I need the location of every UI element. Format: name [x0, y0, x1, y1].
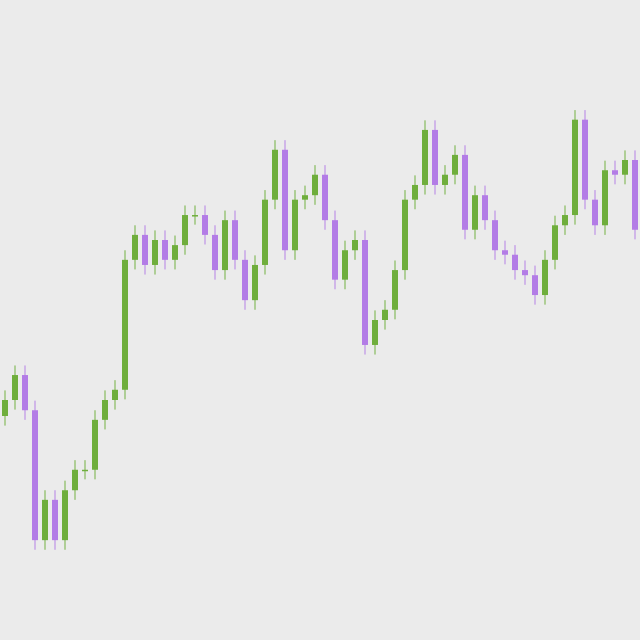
- candle-body: [532, 275, 538, 296]
- candle-body: [312, 174, 318, 196]
- candle-body: [502, 250, 508, 255]
- candle-body: [612, 170, 618, 175]
- candle-body: [632, 160, 638, 230]
- candle-body: [602, 170, 608, 226]
- candle-body: [352, 240, 358, 251]
- candle-body: [122, 259, 128, 390]
- candle-body: [32, 410, 38, 541]
- candle-body: [562, 215, 568, 226]
- candle-body: [422, 129, 428, 185]
- candle-body: [52, 499, 58, 541]
- candle-body: [262, 199, 268, 265]
- candle-body: [572, 119, 578, 216]
- candle-body: [452, 154, 458, 175]
- candle-body: [12, 375, 18, 400]
- candle-body: [212, 234, 218, 271]
- candle-body: [592, 199, 598, 226]
- candle-body: [512, 254, 518, 271]
- candle-body: [582, 119, 588, 200]
- candle-body: [142, 234, 148, 265]
- candle-body: [82, 469, 88, 472]
- candle-body: [362, 240, 368, 345]
- candle-body: [542, 259, 548, 296]
- candle-body: [112, 389, 118, 400]
- candle-body: [22, 375, 28, 411]
- candle-body: [482, 195, 488, 221]
- candle-body: [42, 499, 48, 541]
- candle-body: [252, 264, 258, 301]
- candle-body: [272, 149, 278, 200]
- candle-body: [382, 309, 388, 320]
- candle-body: [182, 215, 188, 246]
- candle-body: [472, 195, 478, 230]
- candle-body: [302, 195, 308, 200]
- candle-body: [522, 270, 528, 276]
- candle-body: [412, 184, 418, 200]
- candle-body: [72, 469, 78, 491]
- candle-body: [332, 220, 338, 280]
- candle-body: [392, 270, 398, 310]
- candle-body: [102, 400, 108, 420]
- candle-body: [192, 215, 198, 217]
- candle-body: [432, 129, 438, 185]
- candle-body: [402, 199, 408, 271]
- candle-body: [622, 160, 628, 175]
- candle-body: [552, 225, 558, 260]
- candle-body: [132, 234, 138, 260]
- candle-body: [152, 240, 158, 265]
- candle-body: [242, 259, 248, 301]
- candle-body: [462, 154, 468, 230]
- candle-body: [2, 400, 8, 416]
- candle-body: [222, 220, 228, 271]
- candle-body: [282, 149, 288, 251]
- candle-body: [172, 245, 178, 260]
- candle-body: [322, 174, 328, 221]
- candle-body: [92, 419, 98, 470]
- candle-body: [232, 220, 238, 260]
- candle-body: [292, 199, 298, 251]
- candle-body: [372, 320, 378, 345]
- candle-body: [342, 250, 348, 280]
- candle-body: [202, 215, 208, 235]
- candle-body: [442, 174, 448, 185]
- candle-body: [62, 490, 68, 541]
- candle-body: [492, 220, 498, 251]
- candle-body: [162, 240, 168, 260]
